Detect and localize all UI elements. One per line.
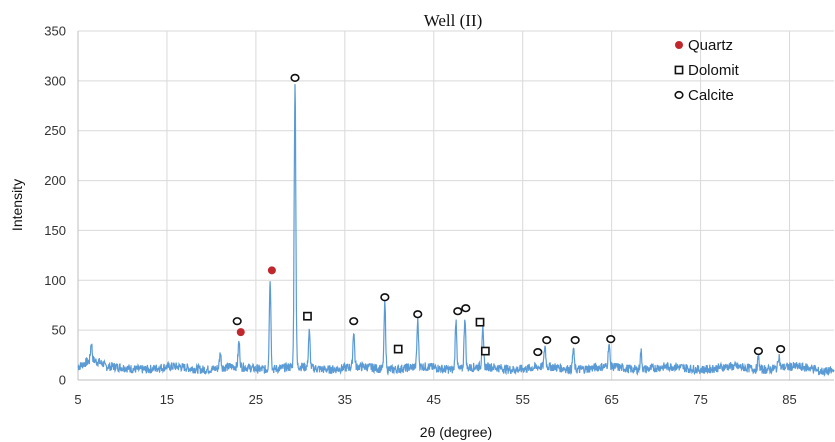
legend-calcite-label: Calcite [688, 87, 734, 104]
chart-title: Well (II) [424, 11, 483, 30]
x-tick-label: 65 [604, 392, 618, 407]
legend-dolomit-label: Dolomit [688, 62, 740, 79]
axes [77, 31, 834, 381]
calcite-marker [232, 317, 242, 326]
calcite-marker [533, 347, 543, 357]
legend-calcite-symbol [674, 90, 684, 100]
y-tick-label: 100 [44, 273, 66, 288]
y-axis-title: Intensity [9, 179, 25, 231]
y-tick-label: 0 [59, 373, 66, 388]
x-tick-label: 15 [160, 392, 174, 407]
dolomit-marker [393, 344, 403, 354]
xrd-line [77, 84, 835, 378]
tick-labels: 5 15 25 35 45 55 65 75 85 0 50 100 150 200 250 300 350 [44, 24, 796, 408]
calcite-marker [453, 307, 463, 316]
calcite-marker [753, 346, 764, 356]
legend: Quartz Dolomit Calcite [674, 37, 740, 104]
legend-quartz-symbol [675, 41, 683, 49]
calcite-marker [349, 317, 359, 326]
grid [78, 30, 834, 380]
quartz-marker [236, 328, 245, 337]
calcite-marker [461, 304, 471, 313]
calcite-marker [542, 336, 552, 345]
y-tick-label: 50 [52, 323, 66, 338]
x-axis-title: 2θ (degree) [420, 424, 492, 440]
x-tick-label: 55 [515, 392, 529, 407]
y-tick-label: 150 [44, 223, 66, 238]
calcite-marker [290, 73, 300, 82]
x-tick-label: 5 [74, 392, 81, 407]
calcite-marker [413, 310, 423, 319]
legend-quartz-label: Quartz [688, 37, 733, 54]
diffraction-trace [77, 84, 835, 378]
calcite-marker [776, 344, 786, 354]
calcite-marker [380, 293, 390, 302]
quartz-marker [267, 266, 276, 275]
y-tick-label: 200 [44, 173, 66, 188]
y-tick-label: 300 [44, 73, 66, 88]
legend-dolomit-symbol [674, 65, 684, 75]
x-tick-label: 85 [782, 392, 796, 407]
y-tick-label: 250 [44, 123, 66, 138]
y-tick-label: 350 [44, 24, 66, 39]
calcite-marker [606, 335, 616, 344]
calcite-marker [570, 336, 580, 345]
x-tick-label: 45 [427, 392, 441, 407]
x-tick-label: 35 [338, 392, 352, 407]
dolomit-marker [480, 346, 490, 356]
phase-markers [232, 73, 786, 357]
dolomit-marker [303, 311, 312, 321]
x-tick-label: 75 [693, 392, 707, 407]
dolomit-marker [475, 317, 485, 327]
x-tick-label: 25 [249, 392, 263, 407]
